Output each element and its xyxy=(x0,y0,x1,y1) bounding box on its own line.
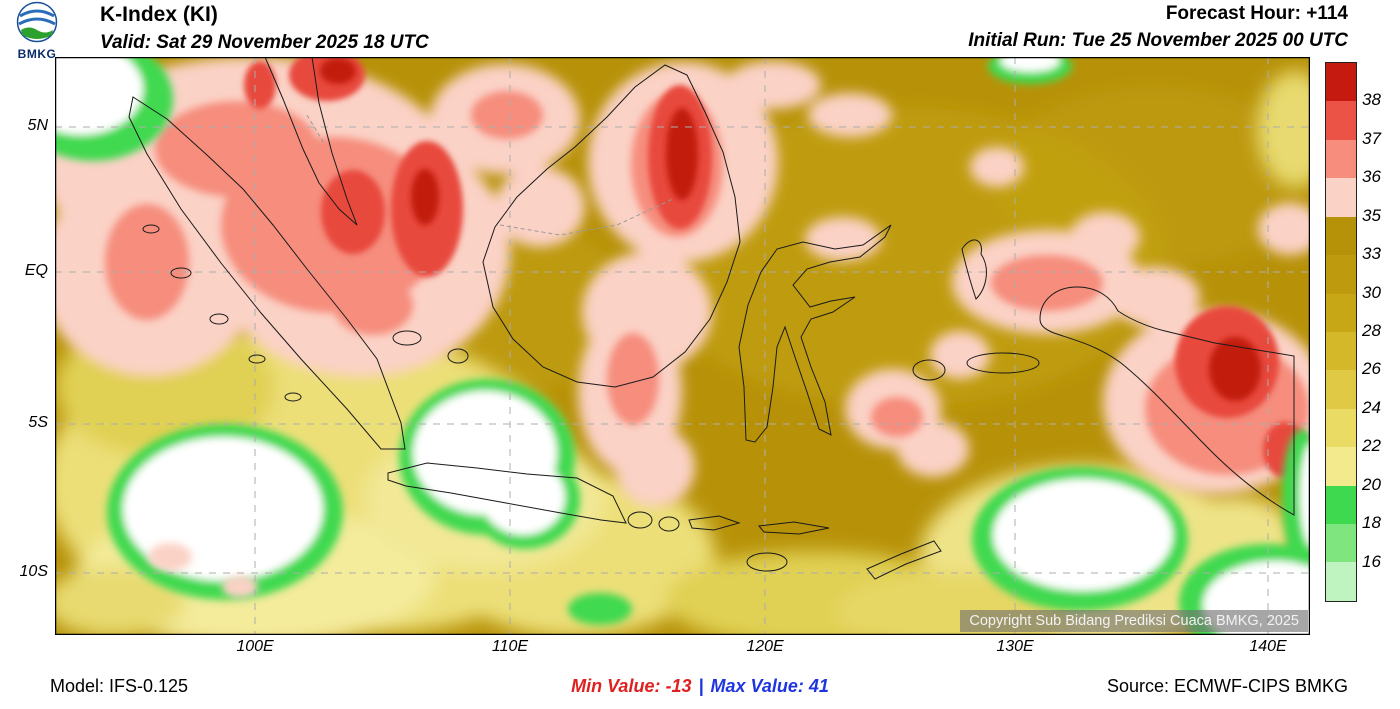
gridlines-layer xyxy=(55,57,1310,635)
copyright-overlay: Copyright Sub Bidang Prediksi Cuaca BMKG… xyxy=(960,610,1308,632)
map-canvas: Copyright Sub Bidang Prediksi Cuaca BMKG… xyxy=(55,57,1310,635)
colorbar xyxy=(1325,62,1357,602)
footer: Model: IFS-0.125 Min Value: -13 | Max Valu… xyxy=(0,666,1400,709)
model-label: Model: IFS-0.125 xyxy=(50,676,189,696)
source-label: Source: ECMWF-CIPS BMKG xyxy=(1106,676,1348,696)
pink-spots-layer xyxy=(148,543,258,598)
colorbar-tick-label: 36 xyxy=(1362,167,1381,187)
colorbar-segment xyxy=(1326,370,1356,409)
colorbar-tick-label: 18 xyxy=(1362,513,1381,533)
colorbar-tick-label: 38 xyxy=(1362,90,1381,110)
colorbar-tick-label: 35 xyxy=(1362,205,1381,225)
lat-tick-label: 5N xyxy=(27,117,48,134)
colorbar-segment xyxy=(1326,331,1356,371)
colorbar-tick-label: 30 xyxy=(1362,282,1381,302)
colorbar-tick-label: 16 xyxy=(1362,551,1381,571)
bmkg-logo: BMKG xyxy=(8,1,66,61)
colorbar-segment xyxy=(1326,293,1356,332)
min-value: Min Value: -13 xyxy=(571,676,692,696)
colorbar-tick-label: 28 xyxy=(1362,321,1381,340)
colorbar-segment xyxy=(1326,139,1356,179)
colorbar-tick-label: 37 xyxy=(1362,128,1381,148)
colorbar-segment xyxy=(1326,178,1356,217)
lat-tick-label: 5S xyxy=(28,414,48,431)
lon-axis: 100E 110E 120E 130E 140E xyxy=(55,638,1310,660)
minmax-separator: | xyxy=(698,676,704,696)
colorbar-segment xyxy=(1326,524,1356,563)
colorbar-tick-label: 33 xyxy=(1362,244,1381,264)
colorbar-segment xyxy=(1326,63,1356,102)
lat-tick-label: 10S xyxy=(19,563,48,580)
initial-run: Initial Run: Tue 25 November 2025 00 UTC xyxy=(968,30,1348,51)
forecast-hour: Forecast Hour: +114 xyxy=(1165,3,1348,24)
red-layer xyxy=(244,57,1307,478)
lon-tick-label: 120E xyxy=(746,638,784,655)
map-border xyxy=(55,57,1310,635)
lon-tick-label: 130E xyxy=(996,638,1034,655)
colorbar-segment xyxy=(1326,447,1356,486)
map-plot xyxy=(55,57,1310,635)
product-title: K-Index (KI) xyxy=(100,3,218,26)
country-borders-layer xyxy=(306,114,674,236)
colorbar-labels: 38 37 36 35 33 30 28 26 24 22 20 18 16 xyxy=(1362,62,1400,600)
colorbar-segment xyxy=(1326,216,1356,256)
header-left: K-Index (KI) Valid: Sat 29 November 2025… xyxy=(100,3,429,54)
max-value: Max Value: 41 xyxy=(710,676,829,696)
minmax-values: Min Value: -13 | Max Value: 41 xyxy=(571,676,829,697)
coastlines-layer xyxy=(128,57,1295,580)
lat-tick-label: EQ xyxy=(24,262,48,279)
valid-time: Valid: Sat 29 November 2025 18 UTC xyxy=(100,32,429,53)
header: BMKG K-Index (KI) Valid: Sat 29 November… xyxy=(0,0,1400,61)
colorbar-segment xyxy=(1326,255,1356,294)
header-right: Forecast Hour: +114 Initial Run: Tue 25 … xyxy=(968,3,1348,52)
colorbar-segment xyxy=(1326,562,1356,601)
colorbar-tick-label: 26 xyxy=(1362,359,1381,379)
colorbar-segment xyxy=(1326,408,1356,448)
colorbar-segment xyxy=(1326,101,1356,140)
lon-tick-label: 110E xyxy=(491,638,529,655)
lat-axis: 5N EQ 5S 10S xyxy=(0,57,50,635)
bmkg-logo-icon xyxy=(16,1,58,43)
colorbar-segment xyxy=(1326,485,1356,525)
lon-tick-label: 100E xyxy=(236,638,274,655)
lon-tick-label: 140E xyxy=(1249,638,1287,655)
dark-red-layer xyxy=(320,58,1261,401)
colorbar-tick-label: 20 xyxy=(1362,474,1381,494)
colorbar-tick-label: 22 xyxy=(1362,436,1381,456)
colorbar-tick-label: 24 xyxy=(1362,397,1381,417)
bmkg-logo-text: BMKG xyxy=(17,47,57,61)
